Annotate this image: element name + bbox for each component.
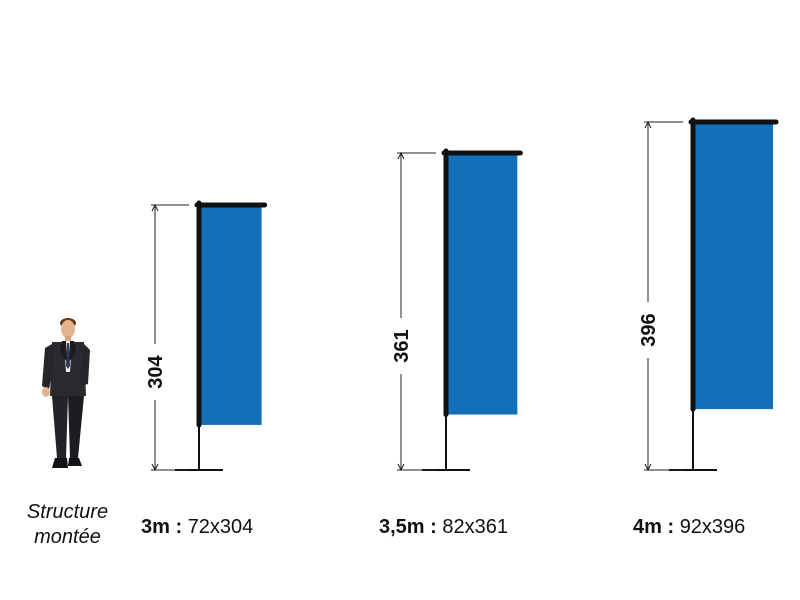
flag-3-guide-arrow-down	[644, 463, 652, 472]
caption-flag-2-dimensions: 82x361	[442, 516, 508, 538]
structure-caption-line1: Structure	[26, 501, 109, 523]
person-figure	[42, 318, 90, 468]
caption-flag-2: 3,5m : 82x361	[379, 516, 508, 539]
caption-flag-2-size: 3,5m :	[379, 516, 437, 538]
caption-flag-3-dimensions: 92x396	[679, 516, 746, 538]
flag-1-cloth	[199, 205, 262, 425]
caption-flag-1-dimensions: 72x304	[187, 516, 254, 538]
flag-2-guide-arrow-up	[397, 151, 405, 160]
structure-caption-line2: montée	[34, 526, 101, 548]
flag-2-label-bg	[389, 318, 413, 374]
flag-3-cloth	[693, 122, 774, 410]
flag-3-height-label: 396	[638, 313, 660, 346]
caption-flag-1: 3m : 72x304	[141, 516, 253, 539]
flag-1-label-bg	[143, 344, 167, 400]
flag-3-guide-arrow-up	[644, 120, 652, 129]
caption-flag-3-size: 4m :	[633, 516, 675, 538]
flags-layer: 304 361 396	[143, 117, 779, 472]
flag-2-cloth	[446, 153, 518, 415]
flag-2-guide-arrow-down	[397, 463, 405, 472]
flag-1-height-label: 304	[145, 354, 167, 388]
caption-flag-3: 4m : 92x396	[633, 516, 745, 539]
flag-1-guide-arrow-down	[151, 463, 159, 472]
flag-2-height-label: 361	[391, 329, 413, 362]
flag-3-label-bg	[636, 302, 660, 358]
caption-flag-1-size: 3m :	[141, 516, 183, 538]
structure-caption: Structure montée	[10, 500, 125, 550]
flag-1-guide-arrow-up	[151, 203, 159, 212]
